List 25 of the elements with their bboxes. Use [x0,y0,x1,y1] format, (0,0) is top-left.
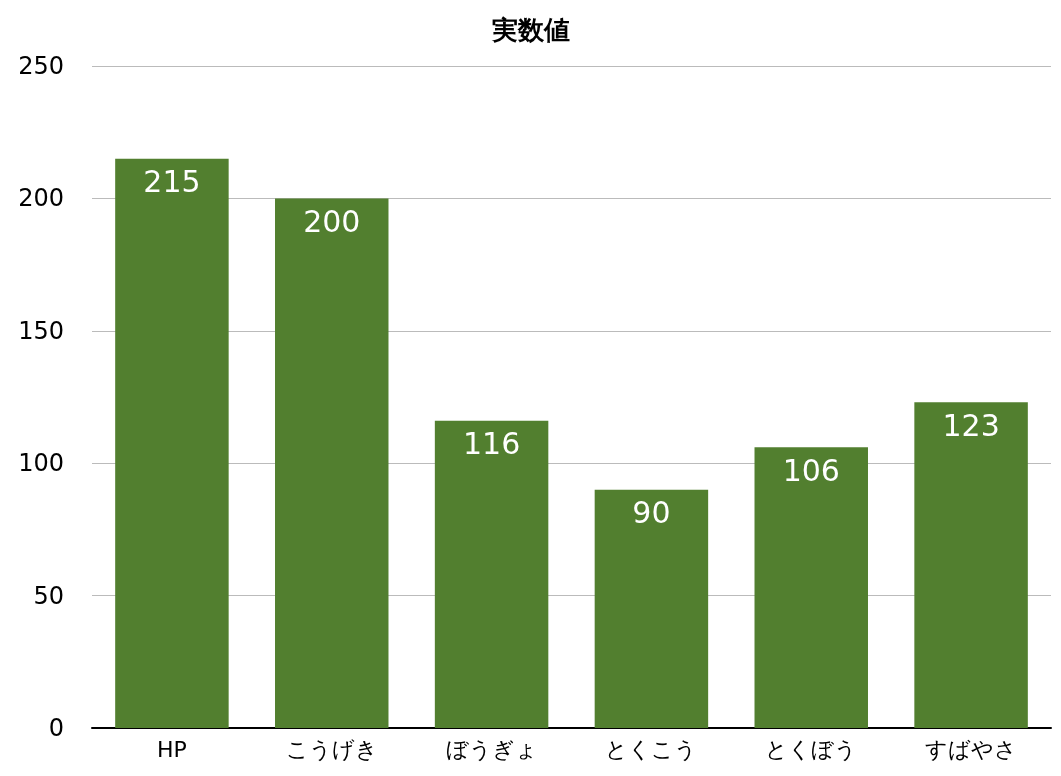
data-label: 90 [632,495,671,531]
data-label: 116 [462,426,521,462]
x-tick-label: とくぼう [765,736,858,762]
bar [754,447,868,728]
y-tick-label: 0 [48,714,64,742]
x-tick-label: とくこう [605,736,698,762]
bar [914,402,1028,728]
bar [594,489,709,728]
x-tick-label: ぼうぎょ [445,736,538,762]
y-tick-label: 200 [18,184,64,213]
data-label: 106 [782,452,840,488]
y-tick-label: 250 [18,52,64,80]
bar [115,158,229,728]
data-label: 200 [303,203,361,239]
x-tick-label: HP [157,736,187,762]
data-label: 215 [143,164,201,200]
chart-title: 実数値 [490,15,570,45]
x-tick-label: すばやさ [925,736,1018,762]
y-tick-label: 50 [33,581,64,610]
data-label: 123 [942,407,1000,443]
x-tick-label: こうげき [285,736,378,762]
y-tick-label: 100 [18,449,64,478]
y-tick-label: 150 [18,316,64,345]
bar [434,420,549,728]
bar [275,198,389,728]
